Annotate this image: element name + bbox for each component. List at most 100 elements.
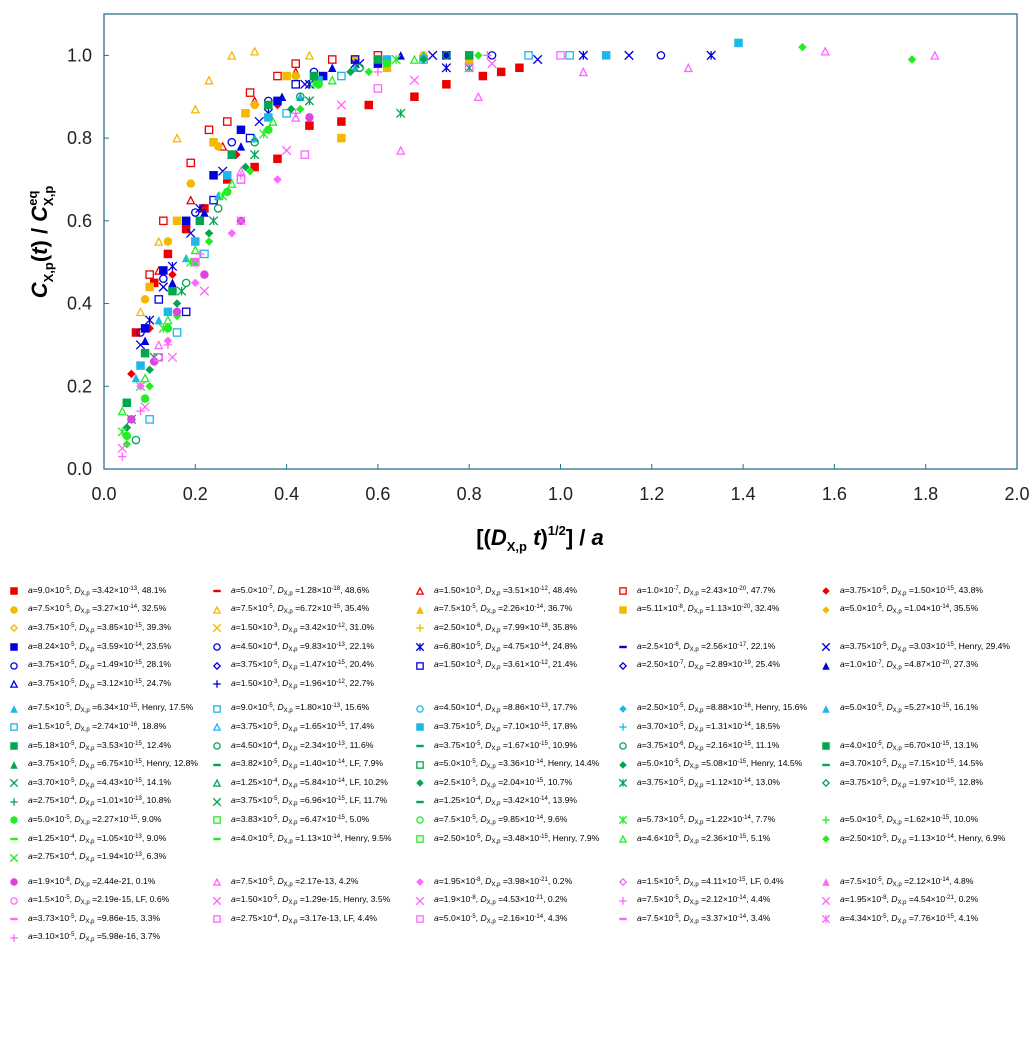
legend-entry: a=7.5×10-5, DX,p =2.17e-13, 4.2% (211, 875, 414, 890)
legend-marker-icon (10, 934, 18, 942)
data-point (364, 67, 374, 77)
data-point (195, 216, 205, 226)
data-point (154, 236, 164, 246)
legend-marker-icon (415, 642, 425, 652)
legend-marker-icon (618, 816, 628, 825)
legend-label: a=2.75×10-4, DX,p =1.94×10-13, 6.3% (28, 851, 167, 864)
legend-entry: a=5.0×10-5, DX,p =3.36×10-14, Henry, 14.… (414, 757, 617, 772)
legend-label: a=5.0×10-5, DX,p =5.27×10-15, 16.1% (840, 702, 979, 715)
legend-marker-icon (415, 896, 425, 906)
legend-row: a=7.5×10-5, DX,p =3.27×10-14, 32.5% a=7.5… (8, 601, 1024, 620)
data-point (327, 55, 337, 64)
data-point (136, 361, 145, 370)
data-point (186, 179, 195, 188)
legend-row: a=8.24×10-5, DX,p =3.59×10-14, 23.5% a=4.… (8, 638, 1024, 657)
data-point (556, 51, 565, 60)
data-point (145, 365, 154, 374)
legend-entry: a=3.75×10-5, DX,p =3.12×10-15, 24.7% (8, 677, 211, 692)
data-point (442, 51, 451, 60)
legend-marker-icon (416, 800, 424, 804)
legend-entry: a=1.5×10-5, DX,p =2.19e-15, LF, 0.6% (8, 893, 211, 908)
data-point (158, 282, 169, 292)
data-point (163, 307, 173, 317)
legend-label: a=4.34×10-5, DX,p =7.76×10-15, 4.1% (840, 912, 979, 925)
legend-marker-icon (619, 705, 627, 713)
data-point (172, 328, 182, 337)
legend-label: a=3.75×10-5, DX,p =1.12×10-14, 13.0% (637, 776, 781, 789)
legend-entry: a=4.34×10-5, DX,p =7.76×10-15, 4.1% (820, 912, 1023, 927)
legend-marker-icon (10, 587, 18, 596)
legend-label: a=1.5×10-5, DX,p =4.11×10-15, LF, 0.4% (637, 875, 784, 888)
data-point (419, 55, 428, 64)
data-point (140, 336, 150, 346)
data-point (295, 92, 305, 102)
data-point (191, 237, 200, 246)
legend-label: a=3.73×10-5, DX,p =9.86e-15, 3.3% (28, 912, 161, 925)
legend-label: a=4.0×10-5, DX,p =1.13×10-14, Henry, 9.5… (231, 832, 392, 845)
data-point (200, 208, 209, 217)
data-point (350, 55, 360, 64)
data-point (291, 112, 301, 122)
data-point (296, 104, 305, 114)
y-tick-label: 0.2 (67, 376, 92, 396)
legend-label: a=3.75×10-5, DX,p =1.47×10-15, 20.4% (231, 659, 375, 672)
legend-entry: a=7.5×10-5, DX,p =3.27×10-14, 32.5% (8, 602, 211, 617)
data-point (273, 175, 282, 184)
legend-marker-icon (213, 680, 221, 689)
data-point (309, 71, 319, 81)
data-point (186, 228, 196, 238)
data-point (117, 406, 127, 416)
x-tick-label: 1.4 (731, 484, 756, 504)
legend-marker-icon (10, 837, 18, 841)
data-point (300, 79, 310, 90)
data-point (249, 46, 260, 56)
legend-entry: a=3.75×10-5, DX,p =3.85×10-15, 39.3% (8, 621, 211, 636)
legend-label: a=3.75×10-5, DX,p =3.85×10-15, 39.3% (28, 621, 172, 634)
legend-entry: a=3.75×10-5, DX,p =1.65×10-15, 17.4% (211, 720, 414, 735)
legend-marker-icon (10, 896, 18, 905)
legend-marker-icon (416, 835, 424, 843)
legend-marker-icon (9, 779, 19, 788)
legend-label: a=7.5×10-5, DX,p =2.26×10-14, 36.7% (434, 603, 573, 616)
legend-marker-icon (10, 798, 18, 806)
legend-entry: a=5.0×10-5, DX,p =1.04×10-14, 35.5% (820, 602, 1023, 617)
y-tick-label: 0.4 (67, 294, 92, 314)
data-point (223, 171, 232, 180)
legend-marker-icon (213, 742, 221, 750)
legend-marker-icon (822, 705, 830, 713)
x-tick-label: 0.6 (365, 484, 390, 504)
legend-marker-icon (213, 705, 221, 713)
legend-entry: a=3.75×10-5, DX,p =1.97×10-15, 12.8% (820, 776, 1023, 791)
legend-label: a=9.0×10-5, DX,p =3.42×10-13, 48.1% (28, 584, 167, 597)
legend-row: a=5.18×10-5, DX,p =3.53×10-15, 12.4% a=4.… (8, 737, 1024, 756)
legend-marker-icon (822, 816, 830, 825)
legend-label: a=1.0×10-7, DX,p =4.87×10-20, 27.3% (840, 659, 979, 672)
data-point (236, 216, 246, 226)
data-point (181, 216, 191, 226)
data-point (122, 398, 132, 408)
legend-entry: a=3.75×10-5, DX,p =6.96×10-15, LF, 11.7% (211, 794, 414, 809)
legend-row: a=3.70×10-5, DX,p =4.43×10-15, 14.1% a=1.… (8, 774, 1024, 793)
data-point (181, 307, 191, 317)
legend-label: a=1.50×10-5, DX,p =1.29e-15, Henry, 3.5% (231, 894, 391, 907)
y-axis-label: CX,p(t) / CX,peq (25, 186, 56, 299)
legend-label: a=2.75×10-4, DX,p =1.01×10-13, 10.8% (28, 795, 172, 808)
data-point (410, 92, 419, 101)
y-tick-label: 1.0 (67, 45, 92, 65)
legend-entry: a=3.75×10-5, DX,p =1.67×10-15, 10.9% (414, 739, 617, 754)
legend-entry: a=1.50×10-3, DX,p =3.51×10-12, 48.4% (414, 584, 617, 599)
data-point (181, 278, 191, 288)
data-point (135, 306, 146, 317)
legend-entry: a=8.24×10-5, DX,p =3.59×10-14, 23.5% (8, 640, 211, 655)
legend-entry: a=1.0×10-7, DX,p =2.43×10-20, 47.7% (617, 584, 820, 599)
data-point (409, 54, 420, 64)
data-point (249, 149, 260, 160)
data-point (204, 237, 214, 246)
legend-entry: a=3.70×10-5, DX,p =4.43×10-15, 14.1% (8, 776, 211, 791)
legend-entry: a=3.75×10-5, DX,p =1.50×10-15, 43.8% (820, 584, 1023, 599)
data-point (145, 282, 154, 292)
legend-label: a=3.75×10-6, DX,p =2.16×10-15, 11.1% (637, 739, 780, 752)
data-point (204, 228, 214, 238)
data-point (222, 117, 232, 126)
legend-entry: a=1.95×10-8, DX,p =4.54×10-21, 0.2% (820, 893, 1023, 908)
